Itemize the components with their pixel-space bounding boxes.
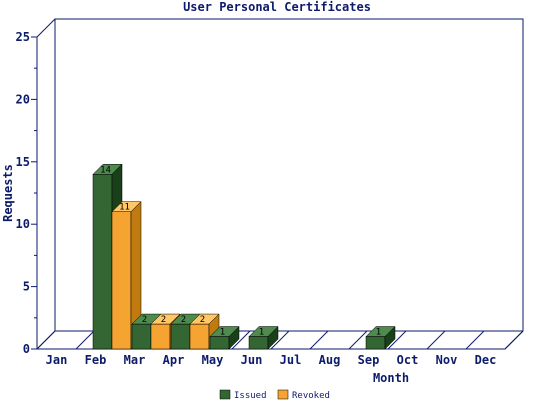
y-tick-label: 0 (23, 342, 30, 356)
x-tick-label: Apr (163, 353, 185, 367)
chart-title: User Personal Certificates (183, 0, 371, 14)
data-label: 1 (376, 328, 381, 338)
x-tick-label: Sep (358, 353, 380, 367)
x-grid-diagonal (36, 330, 56, 350)
x-axis-label: Month (373, 371, 409, 385)
bar-front (365, 336, 386, 350)
y-tick-label: 25 (16, 30, 30, 44)
bar-front (248, 336, 269, 350)
bar-front (111, 211, 132, 350)
x-tick-label: Mar (124, 353, 146, 367)
top-left-edge (36, 18, 56, 38)
data-label: 1 (220, 328, 225, 338)
bar-front (209, 336, 230, 350)
bar-side (228, 325, 240, 350)
x-grid-diagonal (426, 330, 446, 350)
data-label: 2 (142, 315, 147, 325)
legend-swatch (277, 389, 289, 400)
x-grid-diagonal (387, 330, 407, 350)
x-tick-label: Dec (475, 353, 497, 367)
legend: Issued Revoked (219, 389, 330, 400)
bar (248, 325, 279, 350)
x-tick-label: Jun (241, 353, 263, 367)
bottom-right-edge (504, 330, 524, 350)
x-tick-label: Feb (85, 353, 107, 367)
x-tick-label: Aug (319, 353, 341, 367)
legend-item: Revoked (277, 389, 330, 400)
y-axis: 0 5 10 15 20 25 (16, 30, 37, 356)
bar-side (384, 325, 396, 350)
x-tick-label: Jul (280, 353, 302, 367)
data-label: 1 (259, 328, 264, 338)
x-grid-diagonal (348, 330, 368, 350)
x-tick-label: Oct (397, 353, 419, 367)
bar (209, 325, 240, 350)
y-tick-label: 5 (23, 280, 30, 294)
y-axis-label: Requests (1, 164, 15, 222)
bar-front (150, 323, 171, 350)
x-tick-label: May (202, 353, 224, 367)
x-grid-diagonal (309, 330, 329, 350)
bar (111, 201, 142, 350)
bar-front (92, 174, 113, 350)
x-grid-diagonal (75, 330, 95, 350)
legend-label: Issued (234, 391, 267, 400)
data-label: 2 (161, 315, 166, 325)
y-tick-label: 10 (16, 217, 30, 231)
legend-label: Revoked (292, 391, 330, 400)
x-grid-diagonal (465, 330, 485, 350)
bar-front (189, 323, 210, 350)
legend-item: Issued (219, 389, 267, 400)
data-label: 2 (181, 315, 186, 325)
bar-front (131, 323, 152, 350)
y-tick-label: 15 (16, 155, 30, 169)
x-tick-label: Nov (436, 353, 458, 367)
bar-front (170, 323, 191, 350)
data-label: 11 (119, 203, 130, 213)
y-tick-label: 20 (16, 92, 30, 106)
x-grid-diagonal (231, 330, 251, 350)
legend-swatch (219, 389, 231, 400)
bar-side (267, 325, 279, 350)
x-grid-diagonal (270, 330, 290, 350)
bar (365, 325, 396, 350)
bars (92, 163, 396, 350)
x-tick-label: Jan (46, 353, 68, 367)
data-label: 14 (100, 165, 111, 175)
data-label: 2 (200, 315, 205, 325)
